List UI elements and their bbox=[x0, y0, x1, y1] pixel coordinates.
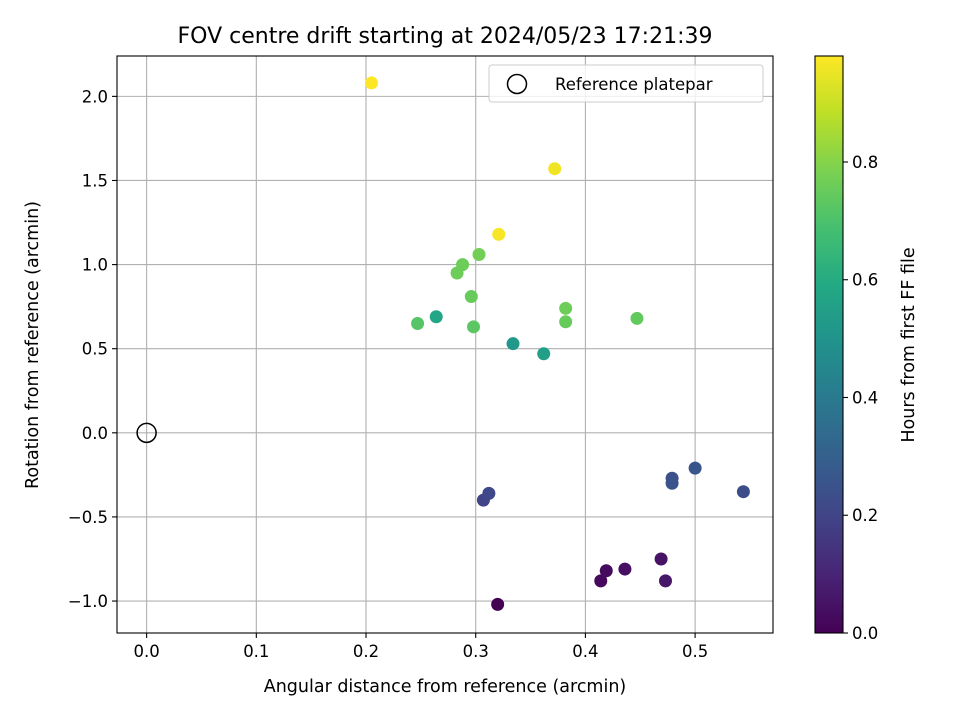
data-point bbox=[630, 311, 644, 325]
data-point bbox=[467, 320, 481, 334]
x-tick-label: 0.3 bbox=[463, 642, 489, 661]
x-tick-label: 0.5 bbox=[682, 642, 708, 661]
data-point bbox=[491, 597, 505, 611]
data-point bbox=[456, 258, 470, 272]
colorbar: 0.0 0.2 0.4 0.6 0.8 Hours from first FF file bbox=[814, 55, 919, 643]
data-point bbox=[658, 574, 672, 588]
x-tick-label: 0.0 bbox=[133, 642, 159, 661]
data-point bbox=[654, 552, 668, 566]
data-point bbox=[464, 290, 478, 304]
axis-ticks: 0.0 0.1 0.2 0.3 0.4 0.5 −1.0 −0.5 0.0 0.5 1.0 1.5 2.… bbox=[68, 87, 708, 661]
colorbar-tick-label: 0.2 bbox=[852, 506, 878, 525]
data-point bbox=[411, 316, 425, 330]
y-tick-label: −0.5 bbox=[68, 508, 108, 527]
y-axis-label: Rotation from reference (arcmin) bbox=[23, 201, 43, 489]
colorbar-ticks: 0.0 0.2 0.4 0.6 0.8 bbox=[843, 153, 878, 643]
colorbar-gradient bbox=[815, 56, 843, 633]
data-point bbox=[736, 485, 750, 499]
data-point bbox=[618, 562, 632, 576]
data-points bbox=[136, 76, 750, 611]
legend-box bbox=[488, 64, 764, 103]
x-tick-label: 0.1 bbox=[243, 642, 269, 661]
colorbar-tick-label: 0.6 bbox=[852, 271, 878, 290]
data-point bbox=[492, 227, 506, 241]
x-axis-label: Angular distance from reference (arcmin) bbox=[264, 677, 627, 697]
data-point bbox=[548, 162, 562, 176]
data-point bbox=[537, 347, 551, 361]
colorbar-tick-label: 0.0 bbox=[852, 624, 878, 643]
data-point bbox=[599, 564, 613, 578]
y-tick-label: 0.0 bbox=[82, 424, 108, 443]
y-tick-label: 1.5 bbox=[82, 171, 108, 190]
colorbar-tick-label: 0.4 bbox=[852, 388, 878, 407]
legend: Reference platepar bbox=[488, 64, 764, 103]
data-point bbox=[365, 76, 379, 90]
y-tick-label: 0.5 bbox=[82, 340, 108, 359]
data-point bbox=[472, 248, 486, 262]
y-tick-label: 1.0 bbox=[82, 256, 108, 275]
data-point bbox=[559, 301, 573, 315]
data-point bbox=[594, 574, 608, 588]
colorbar-tick-label: 0.8 bbox=[852, 153, 878, 172]
reference-point bbox=[136, 422, 157, 444]
data-point bbox=[429, 310, 443, 324]
y-tick-label: 2.0 bbox=[82, 87, 108, 106]
data-point bbox=[482, 486, 496, 500]
colorbar-label: Hours from first FF file bbox=[899, 247, 919, 442]
y-tick-label: −1.0 bbox=[68, 592, 108, 611]
plot-frame bbox=[116, 55, 774, 634]
data-point bbox=[665, 476, 679, 490]
x-tick-label: 0.4 bbox=[572, 642, 598, 661]
grid bbox=[117, 56, 773, 633]
legend-label: Reference platepar bbox=[555, 75, 713, 94]
chart-title: FOV centre drift starting at 2024/05/23 … bbox=[178, 24, 713, 49]
data-point bbox=[688, 461, 702, 475]
data-point bbox=[559, 315, 573, 329]
colorbar-frame bbox=[814, 55, 844, 634]
legend-marker bbox=[506, 73, 528, 95]
x-tick-label: 0.2 bbox=[353, 642, 379, 661]
data-point bbox=[506, 337, 520, 351]
